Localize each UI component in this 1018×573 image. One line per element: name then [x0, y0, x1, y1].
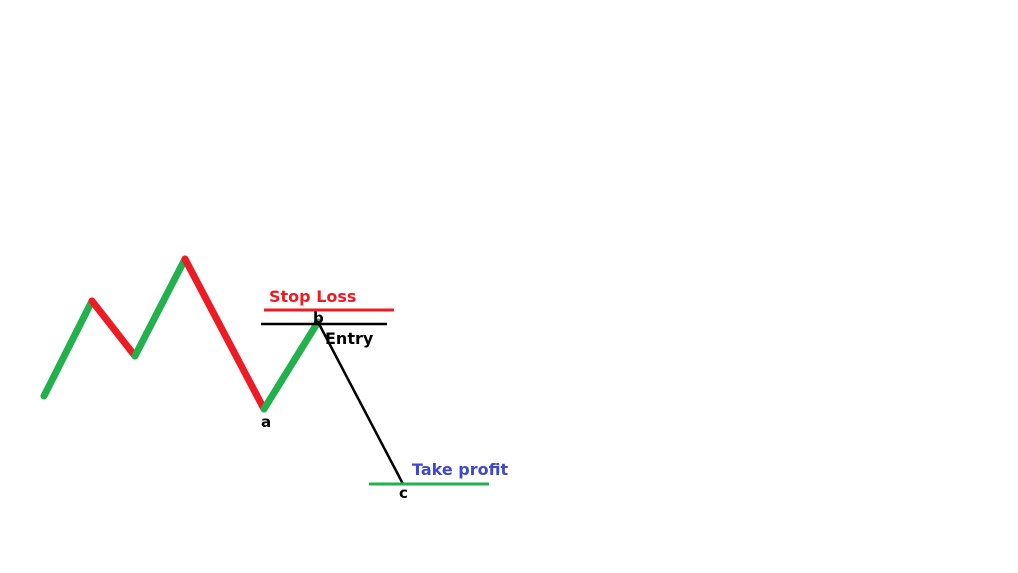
- take-profit-label: Take profit: [412, 460, 508, 479]
- price-zigzag: [40, 255, 322, 413]
- projection-line: [316, 321, 405, 485]
- point-b-label: b: [313, 309, 324, 327]
- point-a-label: a: [261, 413, 271, 431]
- leg-1-up: [40, 297, 96, 400]
- stop-loss-label: Stop Loss: [269, 287, 356, 306]
- point-c-label: c: [399, 484, 408, 502]
- leg-3-up: [131, 255, 189, 360]
- entry-label: Entry: [325, 329, 374, 348]
- leg-5-up: [260, 318, 322, 413]
- leg-4-down: [181, 255, 268, 413]
- leg-2-down: [88, 297, 139, 360]
